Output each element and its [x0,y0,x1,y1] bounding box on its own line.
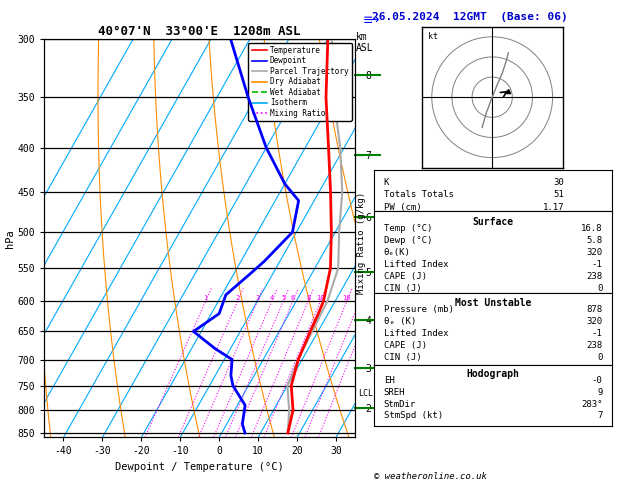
Text: 5.8: 5.8 [586,236,603,245]
Text: SREH: SREH [384,388,405,397]
Text: Lifted Index: Lifted Index [384,329,448,338]
Text: CAPE (J): CAPE (J) [384,341,426,350]
Text: -0: -0 [592,376,603,385]
Title: 40°07'N  33°00'E  1208m ASL: 40°07'N 33°00'E 1208m ASL [99,25,301,38]
Text: Dewp (°C): Dewp (°C) [384,236,432,245]
Text: -1: -1 [592,260,603,269]
Text: K: K [384,177,389,187]
Text: km: km [355,32,367,42]
Text: 0: 0 [597,353,603,362]
Text: 2: 2 [235,295,240,301]
Text: 1.17: 1.17 [543,203,564,212]
Text: 320: 320 [586,317,603,326]
Text: ≡: ≡ [363,14,374,27]
Text: 16.8: 16.8 [581,225,603,233]
Legend: Temperature, Dewpoint, Parcel Trajectory, Dry Adiabat, Wet Adiabat, Isotherm, Mi: Temperature, Dewpoint, Parcel Trajectory… [248,43,352,121]
Text: 16: 16 [343,295,351,301]
Text: 878: 878 [586,305,603,314]
Text: Mixing Ratio (g/kg): Mixing Ratio (g/kg) [357,192,365,294]
Text: 4: 4 [270,295,274,301]
Text: 1: 1 [204,295,208,301]
Text: EH: EH [384,376,394,385]
Text: 238: 238 [586,272,603,281]
Text: kt: kt [428,32,438,41]
Text: 5: 5 [281,295,286,301]
Text: 3: 3 [255,295,260,301]
Text: 283°: 283° [581,399,603,409]
Text: 7: 7 [597,412,603,420]
Text: Most Unstable: Most Unstable [455,298,532,308]
Text: 30: 30 [554,177,564,187]
X-axis label: Dewpoint / Temperature (°C): Dewpoint / Temperature (°C) [115,462,284,472]
Text: -1: -1 [592,329,603,338]
Text: PW (cm): PW (cm) [384,203,421,212]
Text: 8: 8 [306,295,310,301]
Text: Pressure (mb): Pressure (mb) [384,305,454,314]
Text: 26.05.2024  12GMT  (Base: 06): 26.05.2024 12GMT (Base: 06) [372,12,568,22]
Text: CAPE (J): CAPE (J) [384,272,426,281]
Text: 6: 6 [291,295,295,301]
Text: 0: 0 [597,284,603,293]
Text: CIN (J): CIN (J) [384,353,421,362]
Text: 10: 10 [316,295,325,301]
Text: θₑ(K): θₑ(K) [384,248,411,257]
Text: 51: 51 [554,191,564,199]
Text: 320: 320 [586,248,603,257]
Text: Hodograph: Hodograph [467,369,520,379]
Y-axis label: hPa: hPa [4,229,14,247]
Text: θₑ (K): θₑ (K) [384,317,416,326]
Text: LCL: LCL [359,389,374,398]
Text: Surface: Surface [472,217,514,227]
Text: →: → [369,14,379,27]
Text: © weatheronline.co.uk: © weatheronline.co.uk [374,472,487,481]
Text: Temp (°C): Temp (°C) [384,225,432,233]
Text: Totals Totals: Totals Totals [384,191,454,199]
Text: Lifted Index: Lifted Index [384,260,448,269]
Text: StmSpd (kt): StmSpd (kt) [384,412,443,420]
Text: 9: 9 [597,388,603,397]
Text: StmDir: StmDir [384,399,416,409]
Text: 238: 238 [586,341,603,350]
Text: ASL: ASL [355,43,373,53]
Text: CIN (J): CIN (J) [384,284,421,293]
